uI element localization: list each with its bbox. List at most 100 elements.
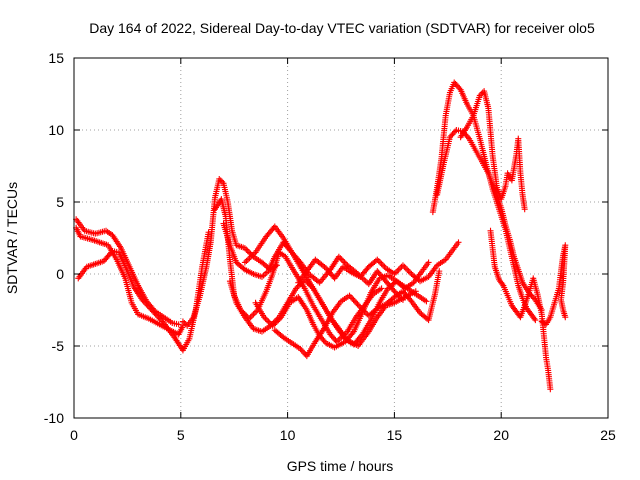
data-point-marker [358, 305, 365, 312]
data-point-marker [405, 268, 412, 275]
data-point-marker [241, 245, 248, 252]
grid-lines [74, 58, 608, 418]
data-point-marker [329, 334, 336, 341]
data-point-marker [278, 333, 285, 340]
data-point-marker [358, 332, 365, 339]
data-point-marker [476, 92, 483, 99]
data-point-marker [262, 315, 269, 322]
data-series [73, 79, 569, 393]
data-point-marker [449, 131, 456, 138]
y-axis-label: SDTVAR / TECUs [4, 182, 20, 294]
data-point-marker [294, 283, 301, 290]
data-point-marker [404, 266, 411, 273]
y-tick-label: 15 [48, 50, 64, 66]
series-track-13 [434, 127, 545, 313]
data-point-marker [464, 134, 471, 141]
axis-ticks: 0 5 10 15 20 25 -10 -5 0 5 10 15 [44, 50, 616, 443]
data-point-marker [451, 79, 458, 86]
data-point-marker [108, 249, 115, 256]
data-point-marker [275, 317, 282, 324]
y-tick-label: 5 [56, 194, 64, 210]
x-tick-label: 0 [70, 427, 78, 443]
data-point-marker [246, 249, 253, 256]
data-point-marker [401, 263, 408, 270]
data-point-marker [273, 318, 280, 325]
data-point-marker [244, 247, 251, 254]
data-point-marker [397, 265, 404, 272]
y-tick-label: -10 [44, 410, 64, 426]
data-point-marker [152, 311, 159, 318]
data-point-marker [247, 314, 254, 321]
data-point-marker [158, 317, 165, 324]
data-point-marker [147, 305, 154, 312]
data-point-marker [361, 308, 368, 315]
data-point-marker [340, 258, 347, 265]
data-point-marker [389, 295, 396, 302]
data-point-marker [423, 298, 430, 305]
data-point-marker [276, 315, 283, 322]
data-point-marker [390, 286, 397, 293]
data-point-marker [521, 206, 528, 213]
data-point-marker [562, 314, 569, 321]
data-point-marker [349, 330, 356, 337]
data-point-marker [154, 312, 161, 319]
y-tick-label: -5 [52, 338, 65, 354]
data-point-marker [381, 263, 388, 270]
data-point-marker [156, 315, 163, 322]
data-point-marker [436, 268, 443, 275]
data-point-marker [140, 298, 147, 305]
data-point-marker [240, 265, 247, 272]
x-tick-label: 10 [280, 427, 296, 443]
data-point-marker [327, 331, 334, 338]
data-point-marker [547, 386, 554, 393]
data-point-marker [532, 317, 539, 324]
data-point-marker [354, 301, 361, 308]
data-point-marker [179, 318, 186, 325]
data-point-marker [350, 296, 357, 303]
y-tick-label: 10 [48, 122, 64, 138]
data-point-marker [455, 239, 462, 246]
data-point-marker [529, 294, 536, 301]
data-point-marker [243, 246, 250, 253]
data-point-marker [150, 308, 157, 315]
data-point-marker [159, 318, 166, 325]
data-point-marker [337, 255, 344, 262]
data-point-marker [142, 299, 149, 306]
x-tick-label: 20 [493, 427, 509, 443]
data-point-marker [392, 269, 399, 276]
data-point-marker [269, 322, 276, 329]
series-track-11 [295, 239, 462, 286]
y-tick-label: 0 [56, 266, 64, 282]
data-point-marker [378, 285, 385, 292]
data-point-marker [351, 298, 358, 305]
plot-frame [73, 57, 609, 419]
data-point-marker [148, 307, 155, 313]
data-point-marker [377, 259, 384, 266]
data-point-marker [266, 319, 273, 326]
x-tick-label: 5 [177, 427, 185, 443]
series-track-4 [179, 175, 280, 329]
data-point-marker [298, 347, 305, 354]
data-point-marker [478, 91, 485, 97]
data-point-marker [450, 129, 457, 136]
data-point-marker [453, 82, 460, 89]
data-point-marker [425, 259, 432, 266]
data-point-marker [293, 285, 300, 292]
data-point-marker [346, 292, 353, 299]
data-point-marker [342, 260, 349, 267]
data-point-marker [531, 315, 538, 322]
data-point-marker [249, 312, 255, 319]
data-point-marker [217, 177, 224, 184]
x-axis-label: GPS time / hours [287, 458, 394, 474]
series-track-14 [457, 88, 528, 213]
data-point-marker [378, 260, 385, 267]
data-point-marker [338, 256, 345, 263]
data-point-marker [155, 314, 162, 321]
x-tick-label: 25 [600, 427, 616, 443]
data-point-marker [347, 294, 354, 301]
data-point-marker [360, 307, 367, 313]
data-point-marker [181, 319, 188, 326]
data-point-marker [399, 262, 406, 269]
